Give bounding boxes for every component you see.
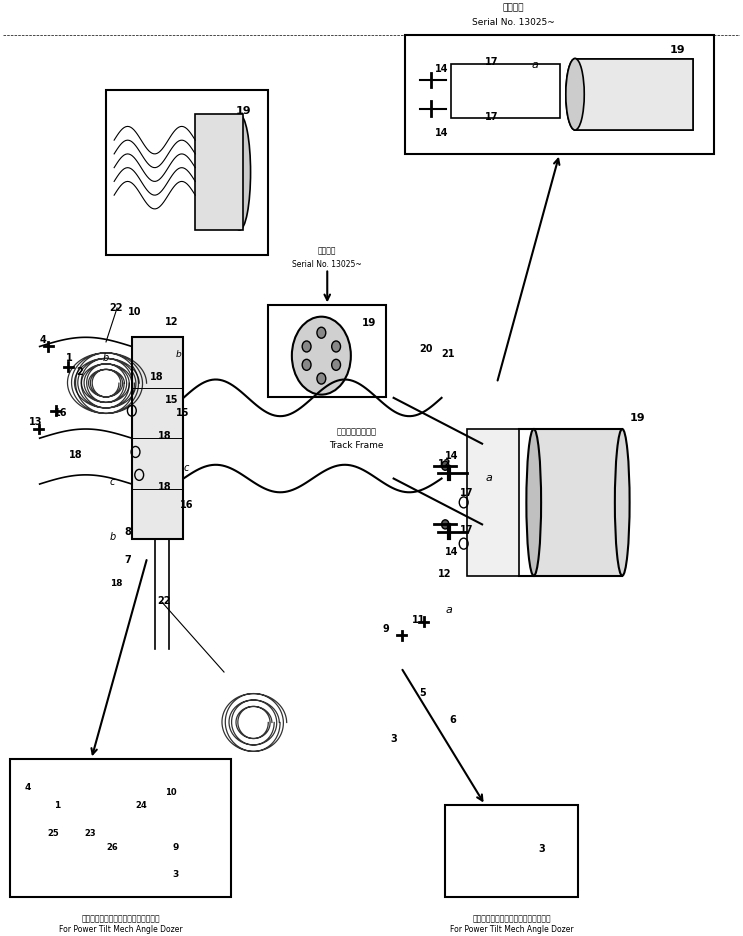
Text: For Power Tilt Mech Angle Dozer: For Power Tilt Mech Angle Dozer — [59, 924, 183, 933]
Bar — [575, 60, 692, 131]
Text: 2: 2 — [77, 367, 83, 376]
Text: 14: 14 — [445, 546, 458, 556]
Ellipse shape — [615, 430, 629, 577]
Text: 19: 19 — [629, 413, 645, 422]
Text: 18: 18 — [110, 578, 122, 587]
Text: a: a — [445, 605, 452, 615]
Circle shape — [302, 360, 311, 371]
Text: Track Frame: Track Frame — [329, 441, 384, 450]
Text: Serial No. 13025~: Serial No. 13025~ — [293, 259, 362, 269]
Text: 20: 20 — [420, 344, 433, 354]
Text: 18: 18 — [69, 449, 82, 459]
Ellipse shape — [228, 115, 250, 231]
Text: 25: 25 — [47, 828, 59, 837]
Bar — [106, 91, 268, 256]
Text: 18: 18 — [158, 431, 172, 441]
Circle shape — [317, 328, 325, 339]
Text: Serial No. 13025~: Serial No. 13025~ — [472, 18, 554, 26]
Text: 4: 4 — [25, 782, 31, 792]
Text: 24: 24 — [135, 800, 147, 810]
Text: 10: 10 — [165, 786, 177, 796]
Bar — [405, 36, 715, 154]
Text: 8: 8 — [125, 527, 132, 537]
Text: 15: 15 — [165, 394, 178, 404]
Text: c: c — [110, 476, 115, 487]
Text: 17: 17 — [460, 488, 473, 498]
Text: 22: 22 — [110, 302, 123, 313]
Text: 16: 16 — [180, 500, 193, 509]
Text: 7: 7 — [125, 554, 132, 564]
Text: 23: 23 — [84, 828, 96, 837]
Text: 1: 1 — [54, 800, 61, 810]
Text: 13: 13 — [28, 417, 42, 427]
Text: 26: 26 — [106, 841, 118, 851]
Text: 19: 19 — [361, 317, 376, 328]
Circle shape — [331, 342, 340, 353]
Text: b: b — [103, 353, 108, 363]
Ellipse shape — [566, 60, 584, 131]
Text: c: c — [184, 462, 189, 473]
Bar — [533, 430, 622, 577]
Text: 17: 17 — [460, 524, 473, 534]
Text: 1: 1 — [65, 353, 72, 363]
Text: 5: 5 — [420, 687, 426, 697]
Circle shape — [317, 373, 325, 385]
Text: 17: 17 — [484, 57, 498, 66]
Text: 21: 21 — [441, 348, 455, 358]
Bar — [195, 115, 243, 231]
Text: 18: 18 — [158, 481, 172, 491]
Text: 9: 9 — [172, 841, 179, 851]
Bar — [575, 60, 692, 131]
Bar — [268, 306, 386, 398]
Text: a: a — [486, 473, 493, 483]
Text: 17: 17 — [484, 111, 498, 122]
Text: 3: 3 — [390, 733, 397, 743]
Text: トラックフレーム: トラックフレーム — [337, 427, 377, 436]
Text: 22: 22 — [158, 595, 171, 606]
Text: 適用号機: 適用号機 — [502, 4, 524, 13]
Text: b: b — [176, 349, 182, 358]
Text: 4: 4 — [39, 334, 46, 344]
Text: 14: 14 — [435, 64, 449, 74]
Text: For Power Tilt Mech Angle Dozer: For Power Tilt Mech Angle Dozer — [450, 924, 574, 933]
Ellipse shape — [566, 60, 584, 131]
Text: 15: 15 — [176, 408, 189, 417]
Text: 18: 18 — [150, 372, 164, 381]
Text: 適用号機: 適用号機 — [318, 246, 337, 256]
Bar — [132, 338, 184, 539]
Text: パワーチルトメカアングルドーザー用: パワーチルトメカアングルドーザー用 — [473, 914, 551, 922]
Text: 11: 11 — [412, 614, 426, 624]
Text: 3: 3 — [538, 843, 545, 853]
Ellipse shape — [292, 317, 351, 395]
Text: 19: 19 — [669, 45, 685, 55]
Text: 12: 12 — [165, 316, 178, 327]
Circle shape — [331, 360, 340, 371]
Bar — [451, 66, 559, 119]
Bar — [467, 430, 519, 577]
Text: 16: 16 — [54, 408, 68, 417]
Text: 12: 12 — [438, 459, 451, 468]
Bar — [445, 805, 578, 897]
Text: 3: 3 — [172, 870, 178, 878]
Text: 19: 19 — [236, 106, 252, 115]
Circle shape — [441, 461, 449, 471]
Text: 6: 6 — [449, 715, 455, 724]
Text: 14: 14 — [435, 128, 449, 139]
Text: b: b — [110, 532, 116, 542]
Circle shape — [441, 520, 449, 530]
Text: 9: 9 — [383, 623, 389, 633]
Text: 14: 14 — [445, 451, 458, 461]
Text: 12: 12 — [438, 568, 451, 578]
Text: a: a — [531, 61, 538, 70]
Circle shape — [302, 342, 311, 353]
Bar — [10, 759, 231, 897]
Text: パワーチルトメカアングルドーザー用: パワーチルトメカアングルドーザー用 — [82, 914, 160, 922]
Ellipse shape — [526, 430, 541, 577]
Text: 10: 10 — [128, 307, 142, 317]
